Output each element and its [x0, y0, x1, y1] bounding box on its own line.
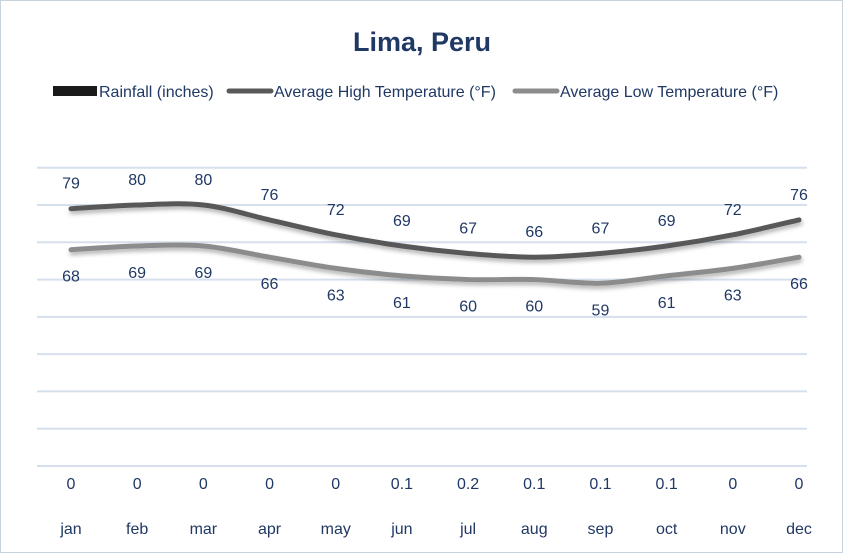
low-temp-label: 69 — [194, 265, 212, 282]
high-temp-label: 67 — [459, 220, 477, 237]
series — [68, 201, 802, 286]
high-temp-label: 66 — [525, 224, 543, 241]
low-temp-label: 66 — [261, 276, 279, 293]
legend: Rainfall (inches) Average High Temperatur… — [53, 84, 778, 101]
rainfall-label: 0.2 — [457, 476, 479, 493]
gridlines — [37, 166, 807, 467]
rainfall-label: 0 — [133, 476, 142, 493]
high-temp-label: 69 — [658, 213, 676, 230]
legend-label: Average Low Temperature (°F) — [560, 84, 778, 101]
x-tick-label: jan — [59, 521, 81, 538]
x-tick-label: aug — [521, 521, 548, 538]
x-tick-label: may — [321, 521, 351, 538]
x-tick-label: sep — [588, 521, 614, 538]
low-temp-label: 60 — [459, 299, 477, 316]
rainfall-label: 0.1 — [523, 476, 545, 493]
x-tick-label: jul — [459, 521, 476, 538]
high-temp-label: 80 — [128, 172, 146, 189]
low-temp-label: 60 — [525, 299, 543, 316]
rainfall-label: 0 — [795, 476, 804, 493]
x-tick-label: mar — [190, 521, 218, 538]
high-temp-label: 72 — [724, 202, 742, 219]
x-tick-label: oct — [656, 521, 678, 538]
chart-title: Lima, Peru — [353, 27, 491, 57]
legend-swatch — [53, 86, 97, 96]
rainfall-label: 0.1 — [391, 476, 413, 493]
low-temp-label: 69 — [128, 265, 146, 282]
x-tick-label: jun — [390, 521, 412, 538]
high-temp-label: 79 — [62, 176, 80, 193]
rainfall-label: 0 — [199, 476, 208, 493]
rainfall-label: 0 — [728, 476, 737, 493]
low-temp-line — [68, 242, 802, 286]
low-temp-label: 61 — [658, 295, 676, 312]
low-temp-label: 59 — [592, 302, 610, 319]
x-axis: jan feb mar apr may jun jul aug sep oct nov dec — [59, 521, 812, 538]
x-tick-label: apr — [258, 521, 282, 538]
low-temp-label: 66 — [790, 276, 808, 293]
legend-label: Average High Temperature (°F) — [274, 84, 496, 101]
x-tick-label: nov — [720, 521, 746, 538]
low-temp-label: 61 — [393, 295, 411, 312]
high-temp-line — [68, 201, 802, 260]
high-temp-label: 72 — [327, 202, 345, 219]
rainfall-label: 0 — [265, 476, 274, 493]
x-tick-label: dec — [786, 521, 812, 538]
legend-label: Rainfall (inches) — [99, 84, 214, 101]
low-temp-label: 63 — [724, 287, 742, 304]
low-temp-label: 68 — [62, 269, 80, 286]
high-temp-label: 69 — [393, 213, 411, 230]
data-labels: 0 0 0 0 0 0.1 0.2 0.1 0.1 0.1 0 0 79 80 80 76 72 69 67 66 67… — [62, 172, 808, 493]
rainfall-label: 0.1 — [589, 476, 611, 493]
rainfall-label: 0 — [331, 476, 340, 493]
rainfall-label: 0 — [67, 476, 76, 493]
low-temp-label: 63 — [327, 287, 345, 304]
rainfall-label: 0.1 — [656, 476, 678, 493]
high-temp-label: 76 — [261, 187, 279, 204]
high-temp-label: 76 — [790, 187, 808, 204]
high-temp-label: 80 — [194, 172, 212, 189]
x-tick-label: feb — [126, 521, 148, 538]
high-temp-label: 67 — [592, 220, 610, 237]
